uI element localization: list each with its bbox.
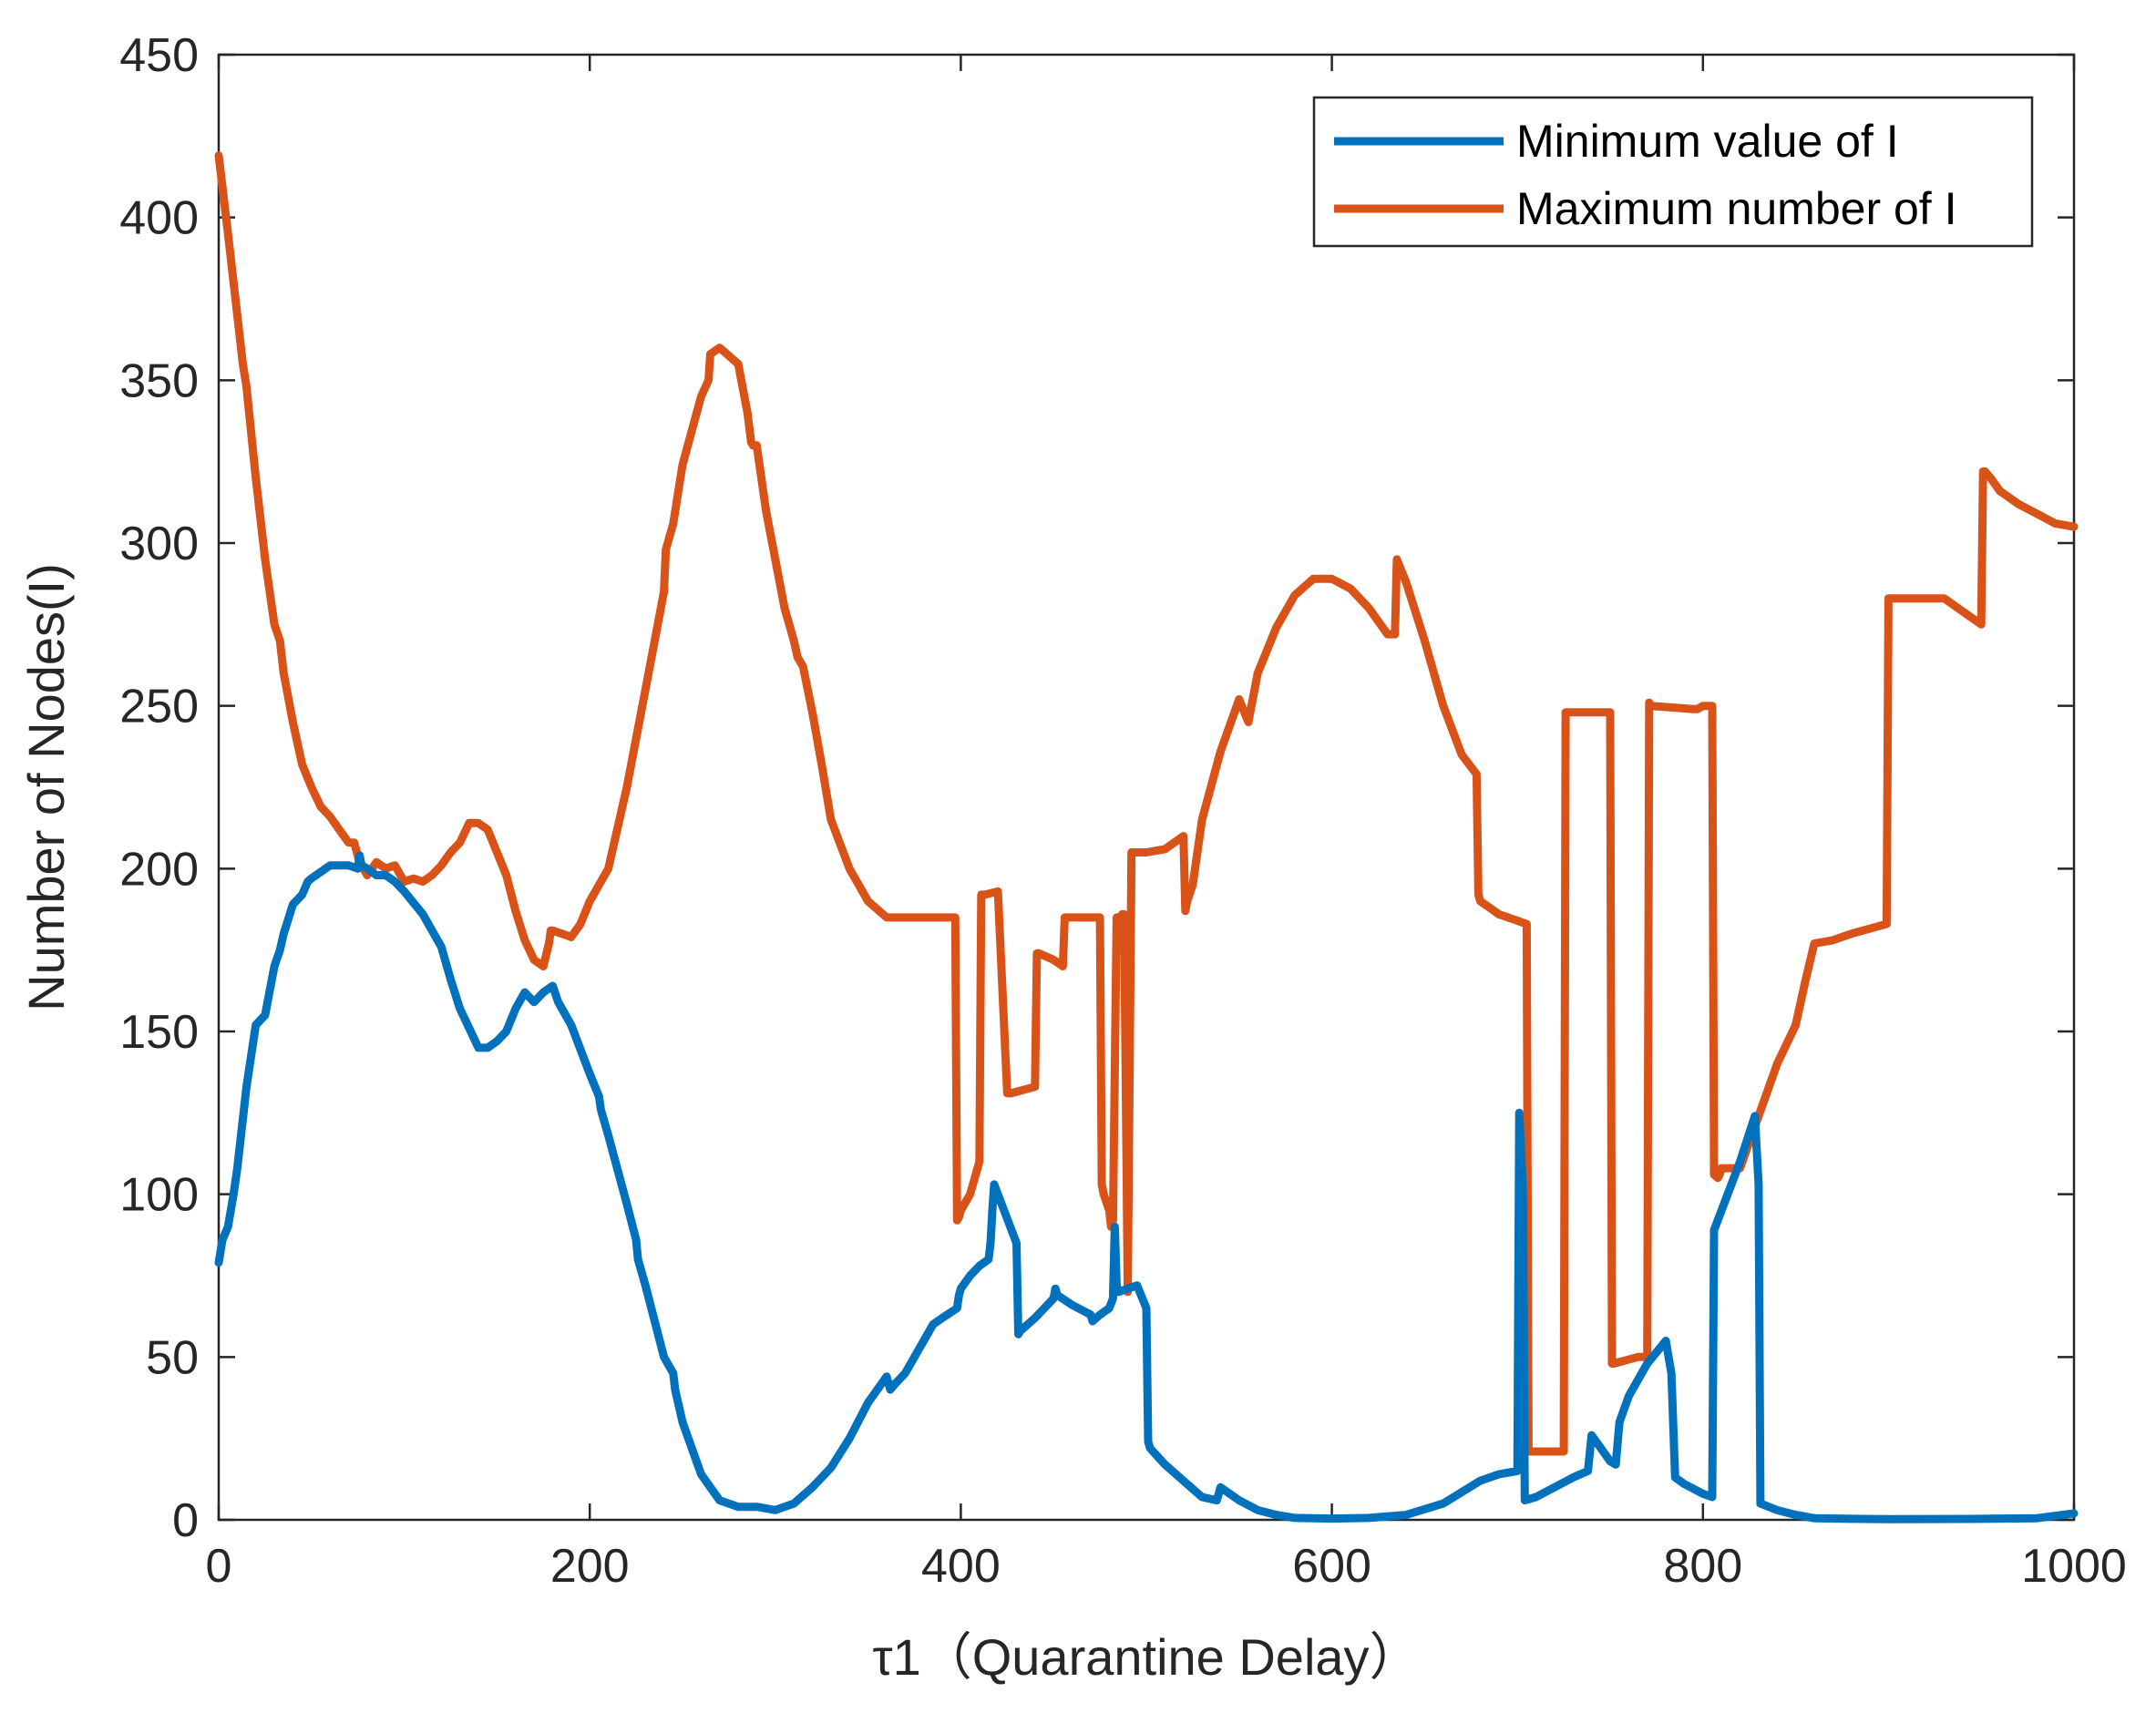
axes-frame	[217, 53, 2076, 1522]
x-tick-label: 0	[206, 1540, 232, 1593]
y-tick-label: 150	[119, 1006, 199, 1059]
x-tick-label: 800	[1663, 1540, 1742, 1593]
series-line-minimum	[214, 851, 2079, 1523]
y-tick-label: 50	[146, 1331, 199, 1384]
legend-label-maximum: Maximum number of I	[1516, 183, 1956, 234]
x-tick-label: 1000	[2021, 1540, 2127, 1593]
y-tick-label: 300	[119, 518, 199, 570]
legend-label-minimum: Minimum value of I	[1516, 116, 1899, 167]
x-axis-ticks: 0 200 400 600 800 1000	[206, 55, 2127, 1593]
plot-area	[217, 53, 2076, 1522]
series-line-maximum	[214, 151, 2079, 1456]
y-tick-label: 200	[119, 843, 199, 896]
x-axis-label: τ1（Quarantine Delay）	[872, 1628, 1420, 1686]
y-tick-label: 450	[119, 29, 199, 82]
series-lines	[214, 151, 2079, 1523]
x-tick-label: 200	[550, 1540, 630, 1593]
y-tick-label: 250	[119, 681, 199, 733]
y-tick-label: 100	[119, 1169, 199, 1222]
x-tick-label: 400	[921, 1540, 1001, 1593]
legend-box	[1312, 96, 2034, 248]
y-axis-ticks: 0 50 100 150 200 250 300 350 400 450	[119, 29, 2074, 1547]
x-tick-label: 600	[1292, 1540, 1371, 1593]
y-tick-label: 400	[119, 192, 199, 245]
legend: Minimum value of I Maximum number of I	[1312, 96, 2034, 248]
y-axis-label: Number of Nodes(I)	[17, 563, 75, 1011]
y-tick-label: 0	[172, 1494, 199, 1547]
y-tick-label: 350	[119, 354, 199, 407]
